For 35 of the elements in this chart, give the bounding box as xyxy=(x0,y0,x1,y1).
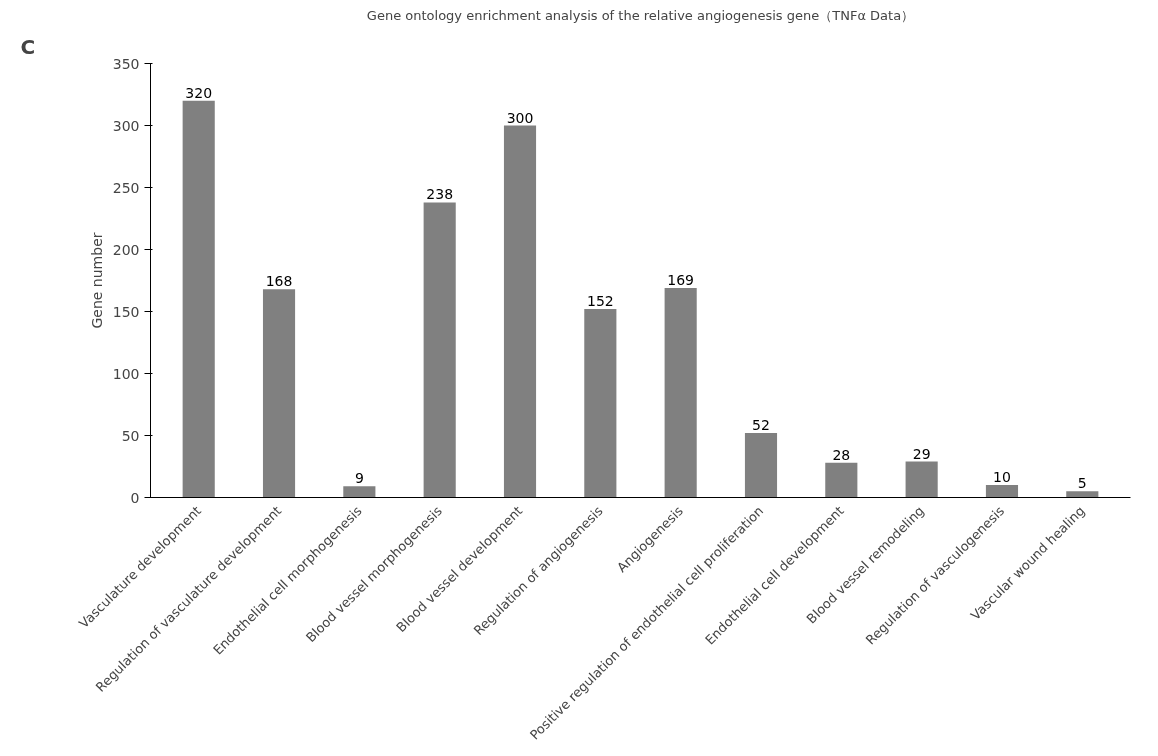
bar xyxy=(262,289,296,498)
y-tick-label: 300 xyxy=(112,117,140,134)
data-label: 52 xyxy=(752,417,770,434)
y-tick-label: 350 xyxy=(112,55,140,72)
data-label: 29 xyxy=(912,445,931,462)
text: C xyxy=(20,34,36,59)
bar xyxy=(985,485,1019,498)
chart-title: Gene ontology enrichment analysis of the relative angiogenesis gene（TNFα Data） xyxy=(366,7,915,23)
data-label: 300 xyxy=(506,109,534,126)
y-tick-label: 200 xyxy=(112,241,140,258)
data-label: 9 xyxy=(354,470,364,487)
bar xyxy=(664,287,697,498)
data-label: 28 xyxy=(832,446,851,463)
data-label: 238 xyxy=(426,186,454,203)
data-label: 168 xyxy=(265,273,293,290)
bar xyxy=(825,462,858,498)
y-axis-title: Gene number xyxy=(88,232,105,329)
bar xyxy=(343,486,376,498)
bar xyxy=(744,433,778,498)
y-tick-label: 100 xyxy=(112,365,140,382)
data-label: 152 xyxy=(586,293,614,310)
y-tick-label: 150 xyxy=(112,303,140,320)
bar xyxy=(584,309,617,498)
y-tick-label: 250 xyxy=(112,179,140,196)
data-label: 320 xyxy=(185,84,213,101)
y-tick-label: 50 xyxy=(121,427,140,444)
data-label: 10 xyxy=(993,469,1011,486)
bar xyxy=(1066,491,1099,498)
y-tick-label: 0 xyxy=(130,489,140,506)
bar xyxy=(905,461,938,498)
bar xyxy=(423,202,456,498)
data-label: 5 xyxy=(1077,475,1087,492)
data-label: 169 xyxy=(667,271,695,288)
bar xyxy=(182,100,215,498)
bar xyxy=(503,125,537,498)
